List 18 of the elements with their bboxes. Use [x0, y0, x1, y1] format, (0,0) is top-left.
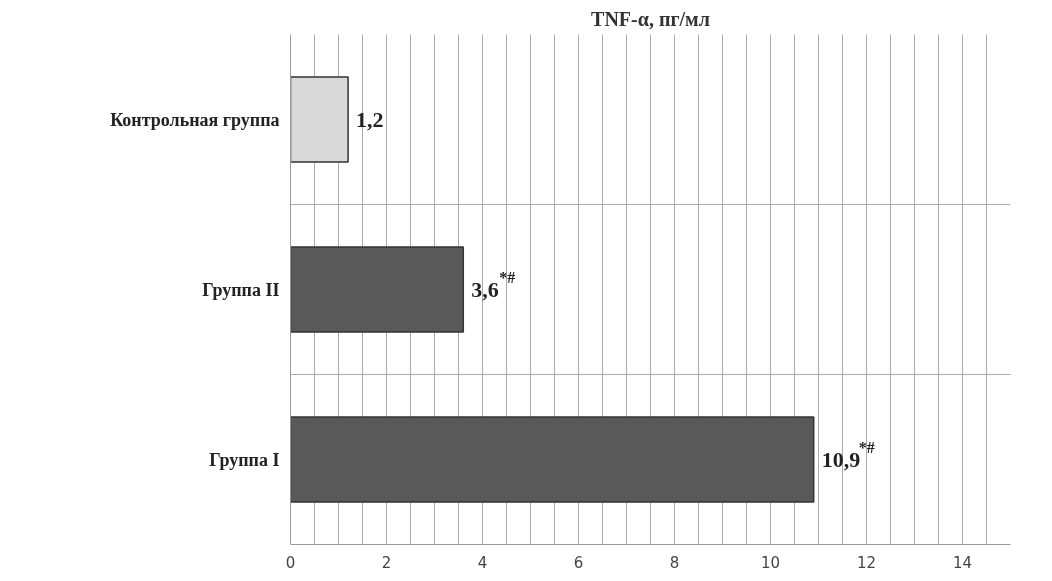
x-tick-label: 2 [381, 553, 392, 572]
bar [290, 76, 349, 163]
data-label: 10,9*# [821, 439, 875, 472]
y-tick-label: Группа I [209, 449, 280, 470]
x-tick-label: 10 [760, 553, 781, 572]
data-label: 1,2 [356, 106, 384, 132]
y-tick-label: Контрольная группа [110, 109, 280, 130]
x-tick-label: 8 [669, 553, 680, 572]
x-tick-label: 0 [285, 553, 296, 572]
x-tick-label: 12 [856, 553, 877, 572]
x-tick-label: 14 [952, 553, 973, 572]
x-tick-label: 6 [573, 553, 584, 572]
x-tick-label: 4 [477, 553, 488, 572]
bar [290, 246, 465, 333]
chart-title: TNF-α, пг/мл [591, 7, 710, 30]
y-tick-label: Группа II [202, 279, 280, 300]
bar [290, 416, 815, 503]
data-label: 3,6*# [471, 269, 516, 302]
